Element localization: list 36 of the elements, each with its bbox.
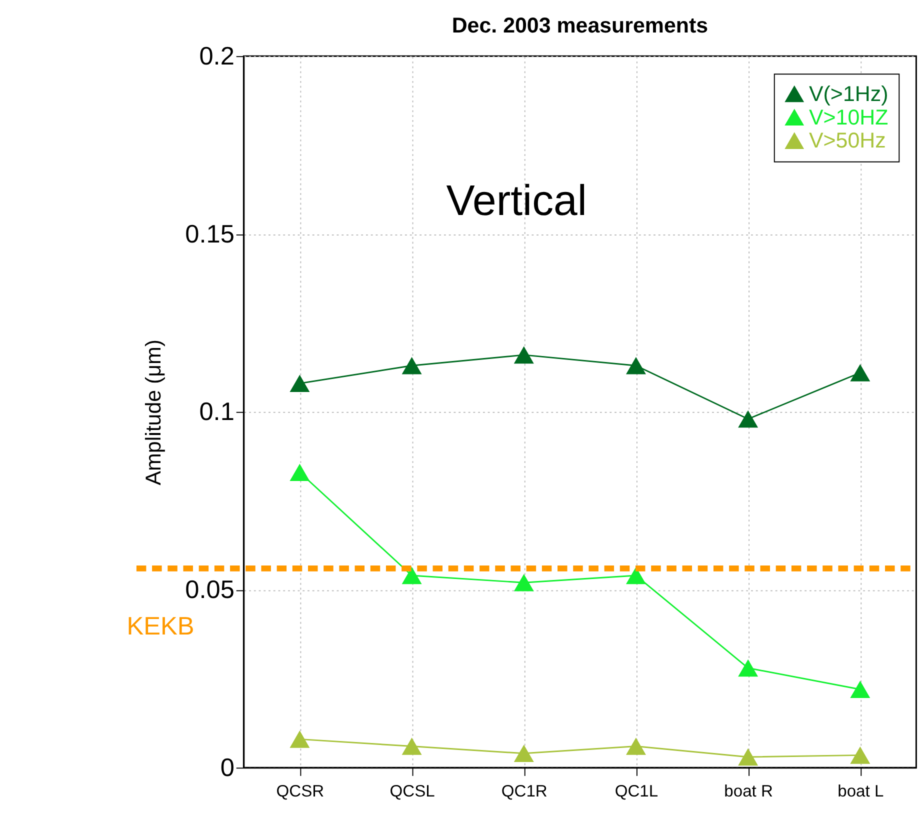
point — [290, 730, 310, 748]
y-tick-label: 0.2 — [199, 42, 234, 70]
y-tick-label: 0.1 — [199, 398, 234, 426]
annotation: Vertical — [446, 176, 587, 225]
point — [850, 680, 870, 698]
point — [738, 748, 758, 766]
point — [402, 566, 422, 584]
legend-label: V>10HZ — [808, 105, 888, 130]
point — [514, 744, 534, 762]
point — [738, 659, 758, 677]
x-tick-label: boat L — [838, 781, 884, 800]
point — [290, 464, 310, 481]
y-tick-label: 0 — [220, 754, 234, 782]
x-tick-label: boat R — [724, 781, 773, 800]
y-tick-label: 0.15 — [185, 220, 234, 248]
point — [738, 410, 758, 428]
y-axis-title: Amplitude (μm) — [142, 339, 166, 486]
x-tick-label: QC1R — [501, 781, 548, 800]
chart-title: Dec. 2003 measurements — [452, 14, 708, 38]
point — [402, 738, 422, 755]
point — [402, 356, 422, 374]
point — [514, 346, 534, 364]
point — [850, 364, 870, 382]
point — [290, 374, 310, 392]
legend-label: V(>1Hz) — [808, 82, 888, 106]
point — [626, 356, 646, 374]
point — [850, 746, 870, 764]
point — [514, 574, 534, 592]
x-tick-label: QCSL — [390, 781, 435, 800]
ref-line-label: KEKB — [126, 612, 194, 641]
point — [626, 566, 646, 584]
x-tick-label: QCSR — [276, 781, 324, 800]
y-tick-label: 0.05 — [185, 576, 234, 604]
point — [626, 738, 646, 755]
legend-label: V>50Hz — [808, 128, 886, 153]
x-tick-label: QC1L — [614, 781, 658, 800]
